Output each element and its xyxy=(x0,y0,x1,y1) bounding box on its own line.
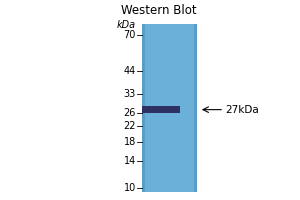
Bar xyxy=(142,24,145,192)
Text: 14: 14 xyxy=(124,156,136,166)
Text: Western Blot: Western Blot xyxy=(121,4,197,17)
Bar xyxy=(142,106,180,113)
Text: 70: 70 xyxy=(124,30,136,40)
Text: 18: 18 xyxy=(124,137,136,147)
Bar xyxy=(142,24,197,192)
Text: kDa: kDa xyxy=(117,20,136,30)
Text: 10: 10 xyxy=(124,183,136,193)
Text: 27kDa: 27kDa xyxy=(225,105,259,115)
Text: 26: 26 xyxy=(124,108,136,118)
Text: 22: 22 xyxy=(123,121,136,131)
Text: 44: 44 xyxy=(124,66,136,76)
Text: 33: 33 xyxy=(124,89,136,99)
Bar xyxy=(194,24,197,192)
